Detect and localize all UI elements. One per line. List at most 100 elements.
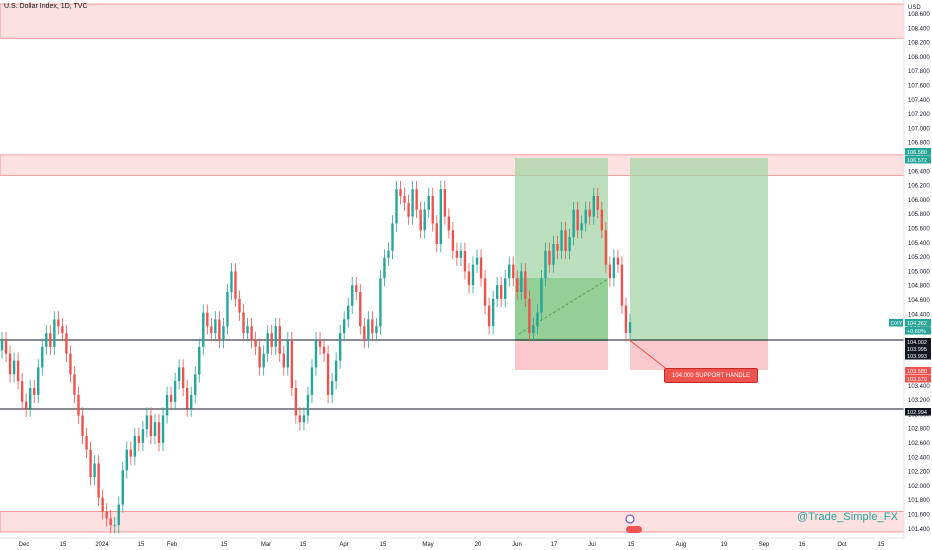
event-icons[interactable] xyxy=(625,514,642,533)
y-tick-label: 105.600 xyxy=(908,227,930,233)
candle-body xyxy=(20,381,24,402)
earnings-icon xyxy=(626,526,642,533)
candle-body xyxy=(53,319,56,347)
candle-body xyxy=(435,223,438,244)
candle-body xyxy=(41,346,44,368)
x-tick-label: 20 xyxy=(475,542,482,548)
candle-body xyxy=(351,285,354,306)
price-badge-text: 104.002 xyxy=(907,340,927,346)
candle-body xyxy=(491,298,495,327)
candle-body xyxy=(347,305,350,320)
x-tick-label: 15 xyxy=(60,542,67,548)
x-tick-label: Apr xyxy=(339,542,348,548)
candle-body xyxy=(499,285,503,299)
candle-body xyxy=(459,250,463,258)
candle-body xyxy=(274,326,277,347)
x-tick-label: 15 xyxy=(380,542,387,548)
candle-body xyxy=(198,346,201,375)
y-tick-label: 107.600 xyxy=(908,84,930,90)
candle-body xyxy=(222,326,225,340)
candle-body xyxy=(471,264,475,286)
candle-body xyxy=(334,360,338,382)
dashed-trendline xyxy=(518,278,609,335)
candle-body xyxy=(580,223,583,231)
y-tick-label: 104.800 xyxy=(908,284,930,290)
candle-body xyxy=(604,230,608,265)
candle-body xyxy=(451,230,455,251)
y-tick-label: 105.200 xyxy=(908,255,930,261)
price-badge-text: 103.580 xyxy=(907,369,927,375)
candle-body xyxy=(552,244,555,265)
y-tick-label: 102.800 xyxy=(908,427,930,433)
x-tick-label: Dec xyxy=(19,542,30,548)
y-tick-label: 103.400 xyxy=(908,384,930,390)
candle-body xyxy=(624,305,628,334)
price-badge-bg xyxy=(905,148,931,156)
candle-body xyxy=(165,394,169,416)
candle-body xyxy=(28,388,32,409)
price-badge-text: 103.570 xyxy=(907,377,927,383)
candle-body xyxy=(125,449,128,471)
x-tick-label: Sep xyxy=(759,542,770,548)
y-tick-label: 106.400 xyxy=(908,169,930,175)
candle-body xyxy=(628,322,632,334)
candle-body xyxy=(0,340,4,351)
price-badge-bg xyxy=(889,319,903,327)
candle-body xyxy=(226,292,229,327)
x-tick-label: 17 xyxy=(551,542,558,548)
price-badge-bg xyxy=(905,367,931,375)
candle-body xyxy=(423,209,426,231)
candle-body xyxy=(24,401,28,409)
candle-body xyxy=(77,394,80,416)
x-tick-label: 15 xyxy=(138,542,145,548)
candle-body xyxy=(177,367,181,382)
candle-body xyxy=(109,518,112,526)
candle-body xyxy=(73,374,76,395)
candle-body xyxy=(330,381,334,395)
candle-body xyxy=(214,319,217,334)
y-tick-label: 108.400 xyxy=(908,26,930,32)
candle-body xyxy=(157,422,161,443)
candle-body xyxy=(592,196,595,217)
y-tick-label: 108.000 xyxy=(908,55,930,61)
candle-body xyxy=(524,271,527,299)
candle-body xyxy=(431,196,434,224)
candle-body xyxy=(415,189,418,210)
price-badge-text: DXY xyxy=(891,321,903,327)
x-tick-label: Feb xyxy=(167,542,178,548)
candle-body xyxy=(383,257,386,279)
y-tick-label: 102.600 xyxy=(908,441,930,447)
x-tick-label: May xyxy=(422,542,433,548)
candle-body xyxy=(149,415,153,436)
candle-body xyxy=(258,346,261,368)
candle-body xyxy=(230,271,233,292)
candle-body xyxy=(487,305,491,327)
x-tick-label: Aug xyxy=(676,542,687,548)
y-tick-label: 106.000 xyxy=(908,198,930,204)
candle-body xyxy=(266,333,269,354)
candle-body xyxy=(512,264,515,279)
price-badge-text: 103.995 xyxy=(907,347,927,353)
candle-body xyxy=(8,353,12,375)
candle-body xyxy=(81,415,84,436)
resistance-zone-1 xyxy=(0,154,905,176)
candle-body xyxy=(620,264,624,306)
candle-body xyxy=(246,326,249,334)
candle-body xyxy=(190,394,193,409)
candle-body xyxy=(69,353,72,375)
candle-body xyxy=(45,333,48,347)
candle-body xyxy=(37,367,40,395)
x-tick-label: Oct xyxy=(837,542,847,548)
candle-body xyxy=(475,257,479,265)
candle-body xyxy=(411,189,414,217)
x-tick-label: 15 xyxy=(300,542,307,548)
candle-body xyxy=(121,470,124,505)
y-tick-label: 104.600 xyxy=(908,298,930,304)
price-badge-text: 102.994 xyxy=(907,410,927,416)
candle-body xyxy=(57,319,60,327)
candle-body xyxy=(572,209,575,238)
candle-body xyxy=(306,394,310,416)
candle-body xyxy=(467,271,471,286)
